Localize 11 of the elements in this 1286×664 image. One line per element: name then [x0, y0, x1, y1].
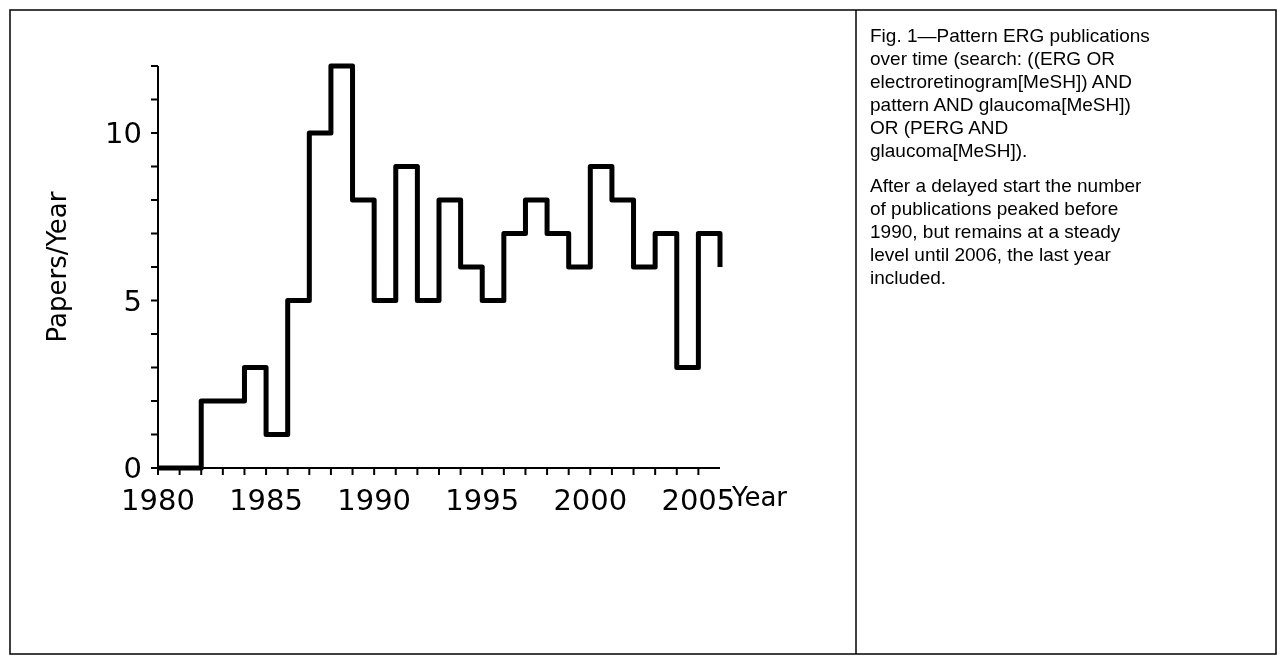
x-tick-label: 1985: [229, 483, 303, 517]
x-tick-label: 1995: [445, 483, 520, 517]
y-tick-label: 10: [105, 116, 142, 150]
x-tick-label: 2000: [553, 483, 628, 517]
x-tick-label: 1980: [121, 483, 195, 517]
text: After a delayed start the number of publications peaked before 1990, but remains at a steady level until 2006, the last year included.: [870, 174, 1143, 289]
y-tick-label: 0: [123, 451, 142, 485]
caption: Fig. 1—Pattern ERG publications over time (search: ((ERG OR electroretinogram[MeSH]) AND pattern AND glaucoma[MeSH]) OR (PERG AND glaucoma[MeSH]).: [870, 24, 1150, 162]
y-tick-label: 5: [123, 283, 142, 318]
y-axis-title: Papers/Year: [42, 191, 72, 343]
x-tick-label: 1990: [337, 483, 412, 517]
